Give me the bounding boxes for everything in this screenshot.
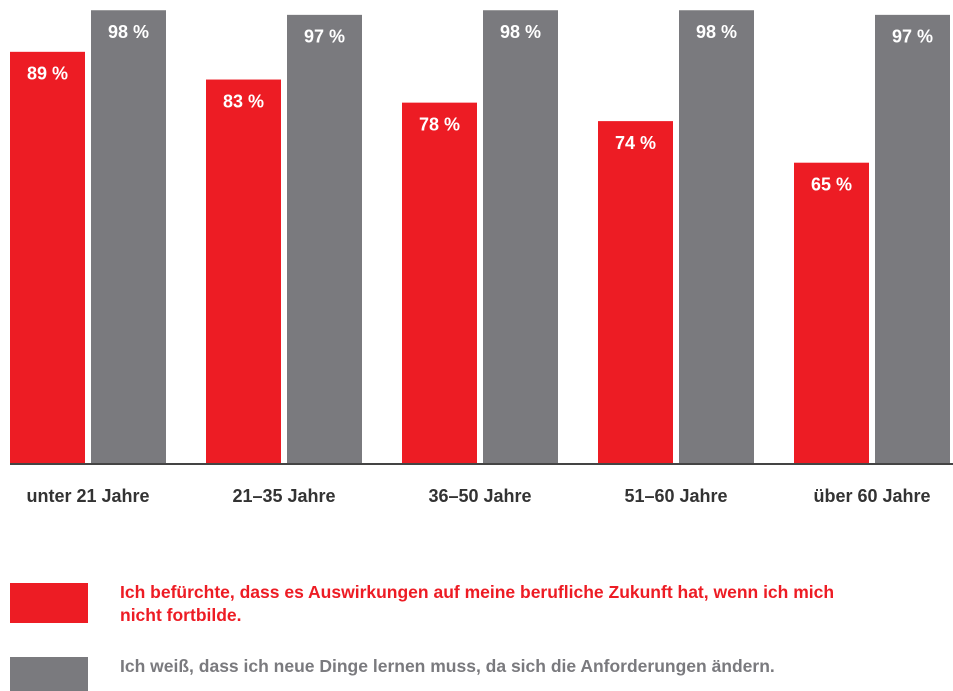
value-label: 89 % <box>27 64 68 84</box>
value-label: 78 % <box>419 114 460 134</box>
bar <box>875 14 950 464</box>
bar <box>402 102 477 463</box>
value-label: 83 % <box>223 91 264 111</box>
bar <box>10 51 85 463</box>
x-tick-label: über 60 Jahre <box>813 486 930 506</box>
value-label: 65 % <box>811 174 852 194</box>
x-tick-label: 36–50 Jahre <box>428 486 531 506</box>
bar <box>483 10 558 464</box>
value-label: 98 % <box>108 22 149 42</box>
x-tick-label: 21–35 Jahre <box>232 486 335 506</box>
value-label: 97 % <box>892 27 933 47</box>
x-tick-label: 51–60 Jahre <box>624 486 727 506</box>
bar <box>91 10 166 464</box>
bar <box>287 14 362 464</box>
value-label: 74 % <box>615 133 656 153</box>
value-label: 98 % <box>500 22 541 42</box>
legend-swatch <box>10 583 88 623</box>
bar <box>206 79 281 463</box>
bar <box>679 10 754 464</box>
legend-label: Ich weiß, dass ich neue Dinge lernen mus… <box>120 656 775 676</box>
value-label: 98 % <box>696 22 737 42</box>
value-label: 97 % <box>304 27 345 47</box>
bar <box>598 121 673 464</box>
x-tick-label: unter 21 Jahre <box>26 486 149 506</box>
legend-label: Ich befürchte, dass es Auswirkungen auf … <box>120 582 835 625</box>
legend-swatch <box>10 657 88 691</box>
bar <box>794 162 869 463</box>
